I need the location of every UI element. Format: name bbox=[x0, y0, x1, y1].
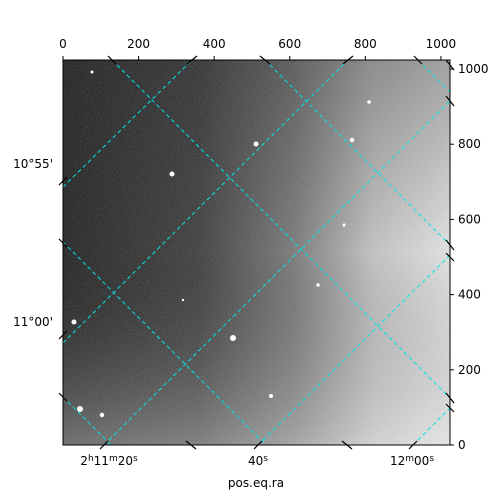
right-tick-label: 800 bbox=[458, 137, 481, 151]
grid-line bbox=[264, 60, 450, 246]
right-pixel-axis: 0 200 400 600 800 1000 bbox=[450, 62, 489, 452]
wcs-tick-marks bbox=[58, 55, 455, 450]
dec-tick-label: 10°55' bbox=[13, 157, 53, 171]
top-tick-label: 800 bbox=[354, 37, 377, 51]
grid-line bbox=[63, 60, 349, 344]
ra-tick-label: 12m00s bbox=[390, 454, 434, 468]
plot-frame bbox=[62, 59, 451, 446]
grid-line bbox=[417, 60, 450, 93]
celestial-grid bbox=[63, 60, 450, 445]
grid-line bbox=[412, 407, 450, 445]
star-field bbox=[71, 70, 371, 418]
top-tick-label: 200 bbox=[127, 37, 150, 51]
grid-line bbox=[63, 241, 267, 445]
ra-tick-label: 40s bbox=[248, 454, 268, 468]
grid-line bbox=[111, 60, 450, 399]
dec-tick-label: 11°00' bbox=[13, 315, 53, 329]
x-axis-label: pos.eq.ra bbox=[228, 476, 284, 490]
grid-line bbox=[63, 60, 193, 188]
right-tick-label: 0 bbox=[458, 438, 466, 452]
right-tick-label: 600 bbox=[458, 212, 481, 226]
grid-line bbox=[63, 396, 112, 445]
right-tick-label: 200 bbox=[458, 363, 481, 377]
right-tick-label: 1000 bbox=[458, 62, 489, 76]
top-tick-label: 600 bbox=[278, 37, 301, 51]
right-tick-label: 400 bbox=[458, 288, 481, 302]
grid-line bbox=[103, 100, 450, 445]
ra-tick-label: 2h11m20s bbox=[80, 454, 138, 468]
grid-line bbox=[257, 254, 450, 445]
sky-image bbox=[63, 60, 450, 445]
top-tick-label: 1000 bbox=[426, 37, 457, 51]
top-tick-label: 0 bbox=[59, 37, 67, 51]
top-pixel-axis: 0 200 400 600 800 1000 bbox=[59, 37, 456, 60]
top-tick-label: 400 bbox=[203, 37, 226, 51]
